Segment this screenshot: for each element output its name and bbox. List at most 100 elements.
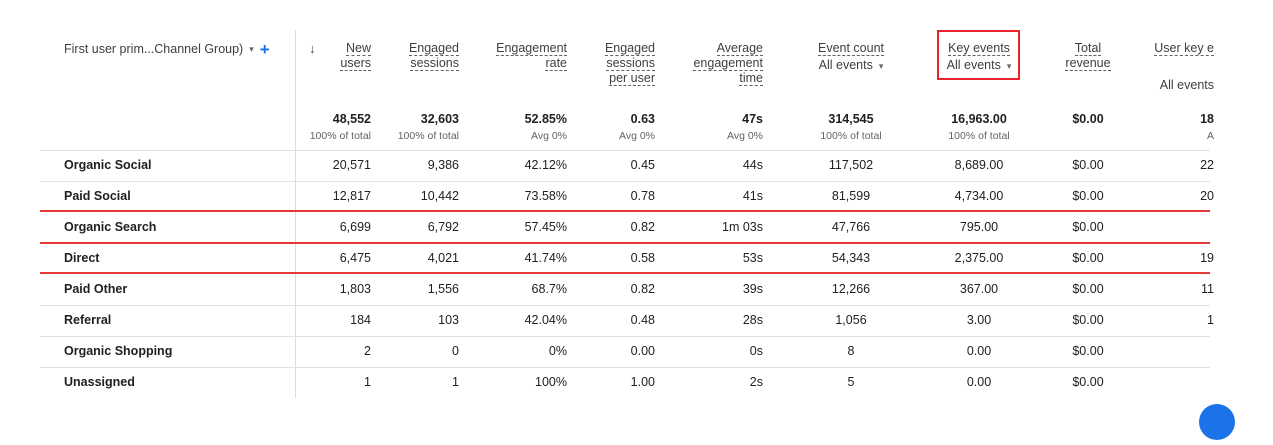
table-cell: 39s — [742, 282, 763, 296]
table-cell: 2,375.00 — [954, 251, 1004, 265]
column-header-new-users[interactable]: New users — [251, 41, 371, 71]
table-cell: $0.00 — [1072, 189, 1104, 203]
column-header-key-events[interactable]: Key events All events ▾ — [919, 41, 1039, 74]
row-channel-label: Direct — [64, 251, 100, 265]
event-filter-label: All events — [1159, 78, 1214, 92]
chevron-down-icon[interactable]: ▾ — [249, 44, 254, 54]
table-cell: 20 — [1200, 189, 1214, 203]
column-total-value: $0.00 — [1072, 112, 1104, 126]
table-cell: 0.45 — [630, 158, 655, 172]
highlight-line-top — [40, 210, 1210, 212]
column-total-value: 47s — [742, 112, 763, 126]
row-channel-label: Paid Other — [64, 282, 128, 296]
row-channel-label: Organic Shopping — [64, 344, 173, 358]
column-total-subtext: 100% of total — [948, 130, 1010, 142]
column-header-text: engagement — [693, 56, 763, 71]
table-cell: $0.00 — [1072, 282, 1104, 296]
table-cell: 8,689.00 — [954, 158, 1004, 172]
table-cell: 1.00 — [630, 375, 655, 389]
table-cell: 42.12% — [524, 158, 567, 172]
row-divider — [40, 336, 1210, 337]
row-divider — [40, 305, 1210, 306]
column-total-value: 52.85% — [524, 112, 567, 126]
column-total-value: 314,545 — [828, 112, 874, 126]
table-cell: 54,343 — [831, 251, 871, 265]
table-cell: 6,475 — [339, 251, 371, 265]
sort-descending-icon[interactable]: ↓ — [309, 41, 316, 56]
table-cell: 8 — [847, 344, 855, 358]
table-cell: 42.04% — [524, 313, 567, 327]
table-cell: 10,442 — [420, 189, 459, 203]
table-cell: 2s — [749, 375, 763, 389]
column-total-subtext: 100% of total — [397, 130, 459, 142]
column-total-value: 32,603 — [420, 112, 459, 126]
key-events-highlight-box — [937, 30, 1020, 80]
table-cell: 0.58 — [630, 251, 655, 265]
column-total-subtext: 100% of total — [820, 130, 882, 142]
table-cell: $0.00 — [1072, 158, 1104, 172]
column-total-subtext: A — [1206, 130, 1214, 142]
table-cell: 0 — [452, 344, 459, 358]
table-cell: 1,803 — [339, 282, 371, 296]
table-cell: 3.00 — [966, 313, 992, 327]
column-header-total-revenue[interactable]: Total revenue — [1028, 41, 1148, 71]
table-cell: $0.00 — [1072, 344, 1104, 358]
table-cell: 0.00 — [630, 344, 655, 358]
column-total-subtext: 100% of total — [309, 130, 371, 142]
column-header-text: rate — [545, 56, 567, 71]
row-channel-label: Referral — [64, 313, 112, 327]
table-cell: 100% — [535, 375, 567, 389]
table-cell: 0.82 — [630, 282, 655, 296]
column-header-user-key-event[interactable]: User key e All events — [1094, 41, 1214, 93]
row-divider — [40, 181, 1210, 182]
column-header-text: time — [739, 71, 763, 86]
table-cell: 19 — [1200, 251, 1214, 265]
column-header-avg-engagement-time[interactable]: Average engagement time — [643, 41, 763, 86]
column-header-event-count[interactable]: Event count All events ▾ — [791, 41, 911, 74]
table-cell: 5 — [847, 375, 855, 389]
row-channel-label: Organic Social — [64, 158, 152, 172]
row-channel-label: Organic Search — [64, 220, 157, 234]
add-dimension-icon[interactable]: + — [259, 40, 270, 59]
table-cell: 184 — [350, 313, 371, 327]
table-cell: 1m 03s — [722, 220, 763, 234]
table-cell: $0.00 — [1072, 220, 1104, 234]
table-cell: 367.00 — [959, 282, 999, 296]
column-header-engaged-sessions[interactable]: Engaged sessions — [339, 41, 459, 71]
event-filter-label: All events — [818, 58, 873, 72]
column-header-text: New — [345, 41, 371, 56]
column-header-text: Engaged — [408, 41, 459, 56]
table-cell: 795.00 — [959, 220, 999, 234]
column-header-engagement-rate[interactable]: Engagement rate — [447, 41, 567, 71]
table-cell: 2 — [364, 344, 371, 358]
column-total-value: 48,552 — [332, 112, 371, 126]
table-cell: 44s — [742, 158, 763, 172]
table-cell: 57.45% — [524, 220, 567, 234]
table-cell: 117,502 — [828, 158, 874, 172]
event-filter-dropdown[interactable]: All events — [1094, 78, 1214, 93]
table-cell: 28s — [742, 313, 763, 327]
chevron-down-icon: ▾ — [1006, 61, 1012, 71]
column-header-text: per user — [609, 71, 655, 86]
column-header-text: users — [340, 56, 371, 71]
table-cell: 68.7% — [531, 282, 567, 296]
column-total-subtext: Avg 0% — [727, 130, 763, 142]
table-cell: 12,817 — [332, 189, 371, 203]
table-cell: 103 — [438, 313, 459, 327]
column-header-engaged-sessions-per-user[interactable]: Engaged sessions per user — [535, 41, 655, 86]
event-filter-label: All events — [946, 58, 1001, 72]
table-cell: 6,792 — [427, 220, 459, 234]
row-channel-label: Unassigned — [64, 375, 135, 389]
table-cell: 73.58% — [524, 189, 567, 203]
dimension-selector[interactable]: First user prim...Channel Group) ▾ + — [64, 40, 270, 59]
event-filter-dropdown[interactable]: All events ▾ — [791, 58, 911, 74]
table-cell: $0.00 — [1072, 251, 1104, 265]
event-filter-dropdown[interactable]: All events ▾ — [919, 58, 1039, 74]
table-cell: 0.48 — [630, 313, 655, 327]
table-cell: 41.74% — [524, 251, 567, 265]
table-cell: 1 — [1207, 313, 1214, 327]
table-cell: 22 — [1200, 158, 1214, 172]
table-cell: 0.78 — [630, 189, 655, 203]
column-header-text: sessions — [410, 56, 459, 71]
floating-action-button[interactable] — [1199, 404, 1235, 440]
